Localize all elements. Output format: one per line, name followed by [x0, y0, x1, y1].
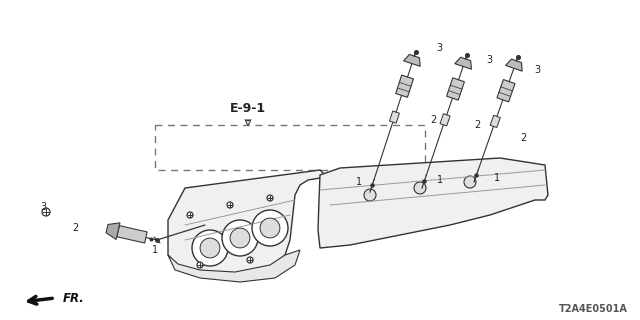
Text: 2: 2: [520, 133, 526, 143]
Circle shape: [222, 220, 258, 256]
Circle shape: [364, 189, 376, 201]
Circle shape: [42, 208, 50, 216]
Circle shape: [247, 257, 253, 263]
Circle shape: [260, 218, 280, 238]
Circle shape: [464, 176, 476, 188]
Circle shape: [197, 262, 203, 268]
Polygon shape: [404, 54, 420, 66]
Text: 3: 3: [534, 65, 540, 75]
Polygon shape: [490, 115, 500, 128]
Polygon shape: [318, 158, 548, 248]
Polygon shape: [168, 250, 300, 282]
Bar: [155, 125, 425, 170]
Circle shape: [200, 238, 220, 258]
Polygon shape: [396, 75, 413, 97]
Circle shape: [227, 202, 233, 208]
Polygon shape: [447, 78, 465, 100]
Text: FR.: FR.: [63, 292, 84, 305]
Polygon shape: [106, 223, 120, 239]
Text: 3: 3: [40, 202, 46, 212]
Text: 2: 2: [474, 120, 480, 130]
Polygon shape: [390, 111, 399, 123]
Polygon shape: [117, 226, 147, 243]
Polygon shape: [455, 57, 472, 69]
Circle shape: [252, 210, 288, 246]
Polygon shape: [506, 59, 522, 71]
Circle shape: [192, 230, 228, 266]
Polygon shape: [440, 114, 450, 126]
Text: T2A4E0501A: T2A4E0501A: [559, 304, 628, 314]
Text: 2: 2: [430, 115, 436, 125]
Polygon shape: [168, 170, 325, 278]
Text: E-9-1: E-9-1: [230, 101, 266, 115]
Circle shape: [267, 195, 273, 201]
Circle shape: [230, 228, 250, 248]
Polygon shape: [497, 79, 515, 102]
Circle shape: [187, 212, 193, 218]
Text: 1: 1: [494, 173, 500, 183]
Text: 2: 2: [72, 223, 78, 233]
Text: 1: 1: [152, 245, 158, 255]
Text: 1: 1: [437, 175, 443, 185]
Text: 3: 3: [436, 43, 442, 53]
Circle shape: [414, 182, 426, 194]
Text: 3: 3: [486, 55, 492, 65]
Text: 1: 1: [356, 177, 362, 187]
